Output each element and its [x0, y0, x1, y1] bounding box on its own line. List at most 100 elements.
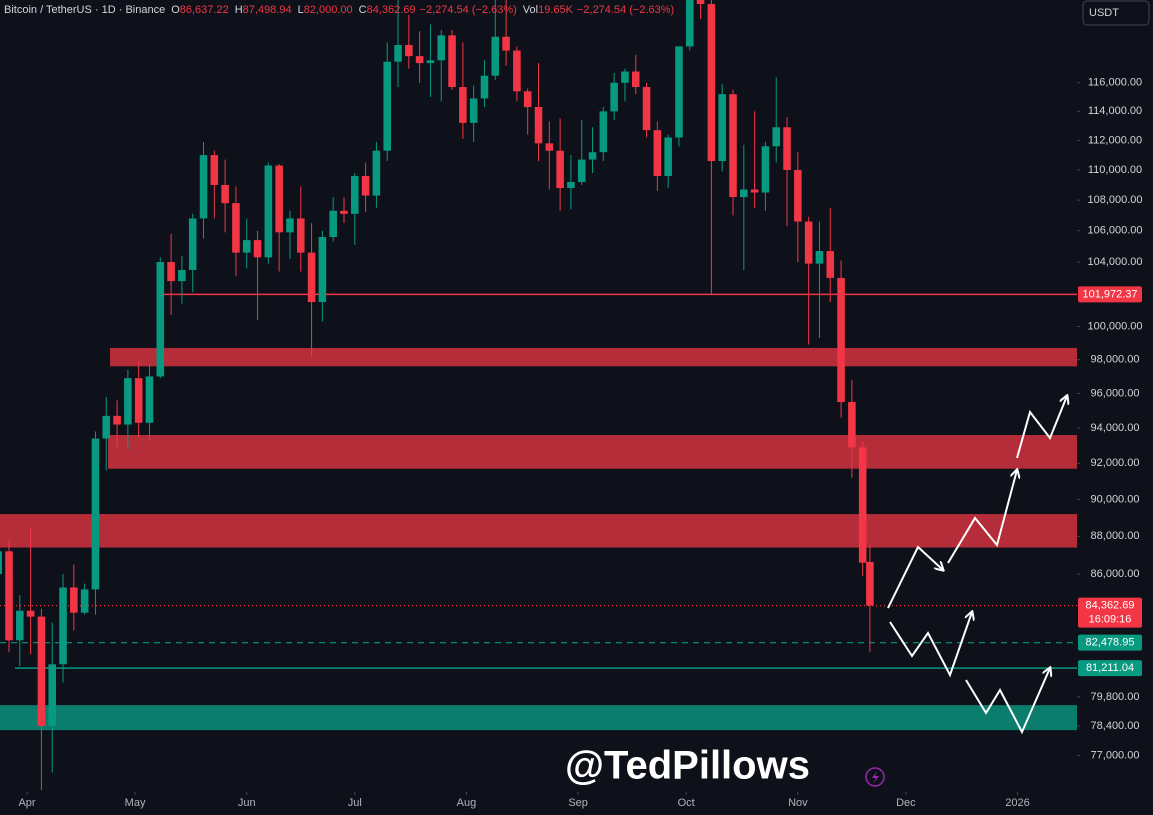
arrow	[1016, 396, 1067, 459]
candle-body	[794, 169, 802, 222]
legend-value: 82,000.00	[304, 4, 353, 16]
legend-value: 87,498.94	[243, 4, 292, 16]
candle-body	[199, 155, 208, 219]
axis-background	[1077, 0, 1153, 815]
x-tick-label: Oct	[678, 797, 695, 809]
candle-body	[405, 45, 413, 57]
zone	[108, 435, 1077, 469]
candle-body	[124, 378, 132, 425]
y-tick-label: 78,400.00	[1091, 720, 1140, 732]
candle-body	[113, 415, 121, 425]
candle-body	[91, 438, 100, 590]
candle-body	[577, 159, 586, 182]
lightning-bolt[interactable]	[872, 771, 879, 784]
candle-body	[26, 610, 35, 617]
projection-arrows	[887, 396, 1067, 735]
y-tick-label: 86,000.00	[1091, 568, 1140, 580]
candle-body	[523, 91, 532, 108]
candle-body	[59, 587, 67, 665]
lightning-icon[interactable]	[865, 767, 885, 787]
candle-body	[286, 218, 294, 233]
price-label-box	[1078, 597, 1142, 628]
candle-body	[37, 616, 46, 726]
candle-body	[361, 175, 370, 196]
legend-value: 86,637.22	[180, 4, 229, 16]
candle-body	[415, 56, 424, 64]
zone	[0, 705, 1077, 731]
candle-body	[664, 137, 672, 176]
candle-body	[275, 165, 283, 233]
candle-body	[0, 551, 2, 575]
lightning-circle[interactable]	[865, 767, 885, 787]
candle-body	[545, 143, 554, 151]
currency-button-label[interactable]: USDT	[1089, 7, 1119, 19]
candle-body	[394, 45, 402, 62]
x-tick-label: Nov	[788, 797, 808, 809]
candle-body	[167, 262, 175, 282]
candle-body	[16, 610, 24, 641]
candle-body	[783, 127, 791, 170]
candle-body	[426, 60, 435, 64]
candle-body	[329, 210, 337, 237]
candle-body	[502, 36, 510, 51]
currency-button[interactable]: USDT	[1082, 0, 1150, 26]
y-tick-label: 79,800.00	[1091, 691, 1140, 703]
candle-body	[567, 181, 575, 188]
candle-body	[837, 277, 845, 403]
y-tick-label: 116,000.00	[1088, 77, 1142, 89]
candle-body	[5, 551, 13, 641]
candle-body	[772, 127, 781, 147]
candle-body	[718, 94, 726, 162]
candle-body	[480, 75, 489, 99]
price-label: 82,478.95	[1086, 637, 1135, 649]
candle-body	[513, 50, 521, 92]
candle-body	[491, 36, 500, 76]
candle-body	[621, 71, 629, 83]
arrow	[965, 668, 1050, 735]
candle-body	[707, 4, 716, 162]
candle-body	[740, 189, 748, 198]
price-labels: 101,972.37 84,362.69 16:09:16 82,478.95 81,2…	[1078, 286, 1142, 677]
price-label-box	[1078, 286, 1142, 303]
legend-key: H	[235, 4, 243, 16]
y-tick-label: 77,000.00	[1091, 749, 1140, 761]
x-tick-label: Dec	[896, 797, 916, 809]
y-tick-label: 94,000.00	[1091, 422, 1140, 434]
candle-body	[588, 152, 597, 160]
candle-body	[145, 376, 154, 423]
candle-body	[351, 175, 359, 214]
candle-body	[696, 0, 705, 5]
arrow	[887, 545, 943, 609]
candle-body	[80, 589, 89, 613]
currency-button-frame[interactable]	[1082, 0, 1150, 26]
arrow	[947, 470, 1017, 564]
x-tick-label: Jun	[238, 797, 256, 809]
candle-body	[340, 210, 348, 214]
watermark: @TedPillows	[565, 744, 810, 788]
legend: Bitcoin / TetherUS · 1D · Binance O86,637…	[4, 4, 674, 16]
zone	[110, 347, 1077, 367]
candle-body	[372, 150, 381, 196]
candle-body	[264, 165, 273, 258]
candle-body	[210, 155, 219, 185]
y-tick-label: 104,000.00	[1087, 256, 1142, 268]
legend-key: C	[359, 4, 367, 16]
candle-body	[437, 35, 446, 61]
candle-body	[826, 251, 835, 278]
price-label: 101,972.37	[1082, 288, 1137, 300]
legend-key: Vol	[523, 4, 538, 16]
candle-body	[232, 203, 240, 253]
legend-value: −2,274.54 (−2.63%)	[420, 4, 517, 16]
candle-body	[866, 561, 874, 606]
legend-value: −2,274.54 (−2.63%)	[577, 4, 674, 16]
candle-body	[675, 46, 683, 138]
arrow	[889, 612, 972, 678]
candle-body	[459, 87, 467, 123]
candle-body	[242, 240, 251, 253]
y-tick-label: 108,000.00	[1087, 194, 1142, 206]
x-tick-label: 2026	[1005, 797, 1029, 809]
countdown: 16:09:16	[1089, 614, 1132, 626]
time-axis: Apr May Jun Jul Aug Sep Oct Nov Dec 2026	[18, 792, 1030, 809]
